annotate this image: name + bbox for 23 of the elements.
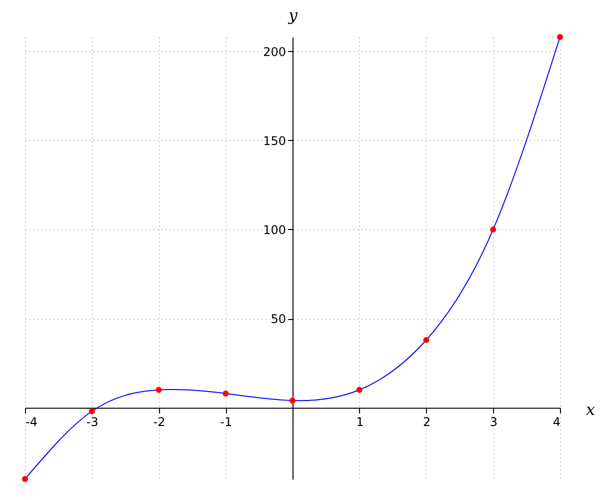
x-tick-label: -2 — [153, 415, 166, 430]
x-axis-title: x — [586, 400, 596, 420]
point — [290, 398, 296, 404]
point — [356, 386, 362, 393]
point — [88, 408, 95, 414]
y-tick-label: 100 — [263, 222, 286, 237]
x-tick-label: -4 — [26, 415, 38, 430]
point — [423, 336, 430, 343]
y-tick-label: 200 — [263, 44, 286, 59]
point — [490, 226, 496, 232]
point — [557, 34, 563, 40]
x-tick-label: 1 — [356, 415, 364, 430]
y-tick-label: 150 — [263, 134, 286, 148]
point — [156, 386, 162, 393]
x-tick-label: 3 — [490, 415, 498, 430]
x-tick-label: 2 — [422, 415, 431, 430]
x-tick-label: -3 — [86, 415, 98, 430]
x-tick-label: 4 — [552, 415, 560, 430]
y-tick-label: 50 — [270, 312, 286, 326]
x-tick-label: -1 — [220, 415, 232, 430]
point — [22, 476, 28, 482]
point — [222, 390, 229, 396]
y-axis-title: y — [287, 6, 298, 24]
